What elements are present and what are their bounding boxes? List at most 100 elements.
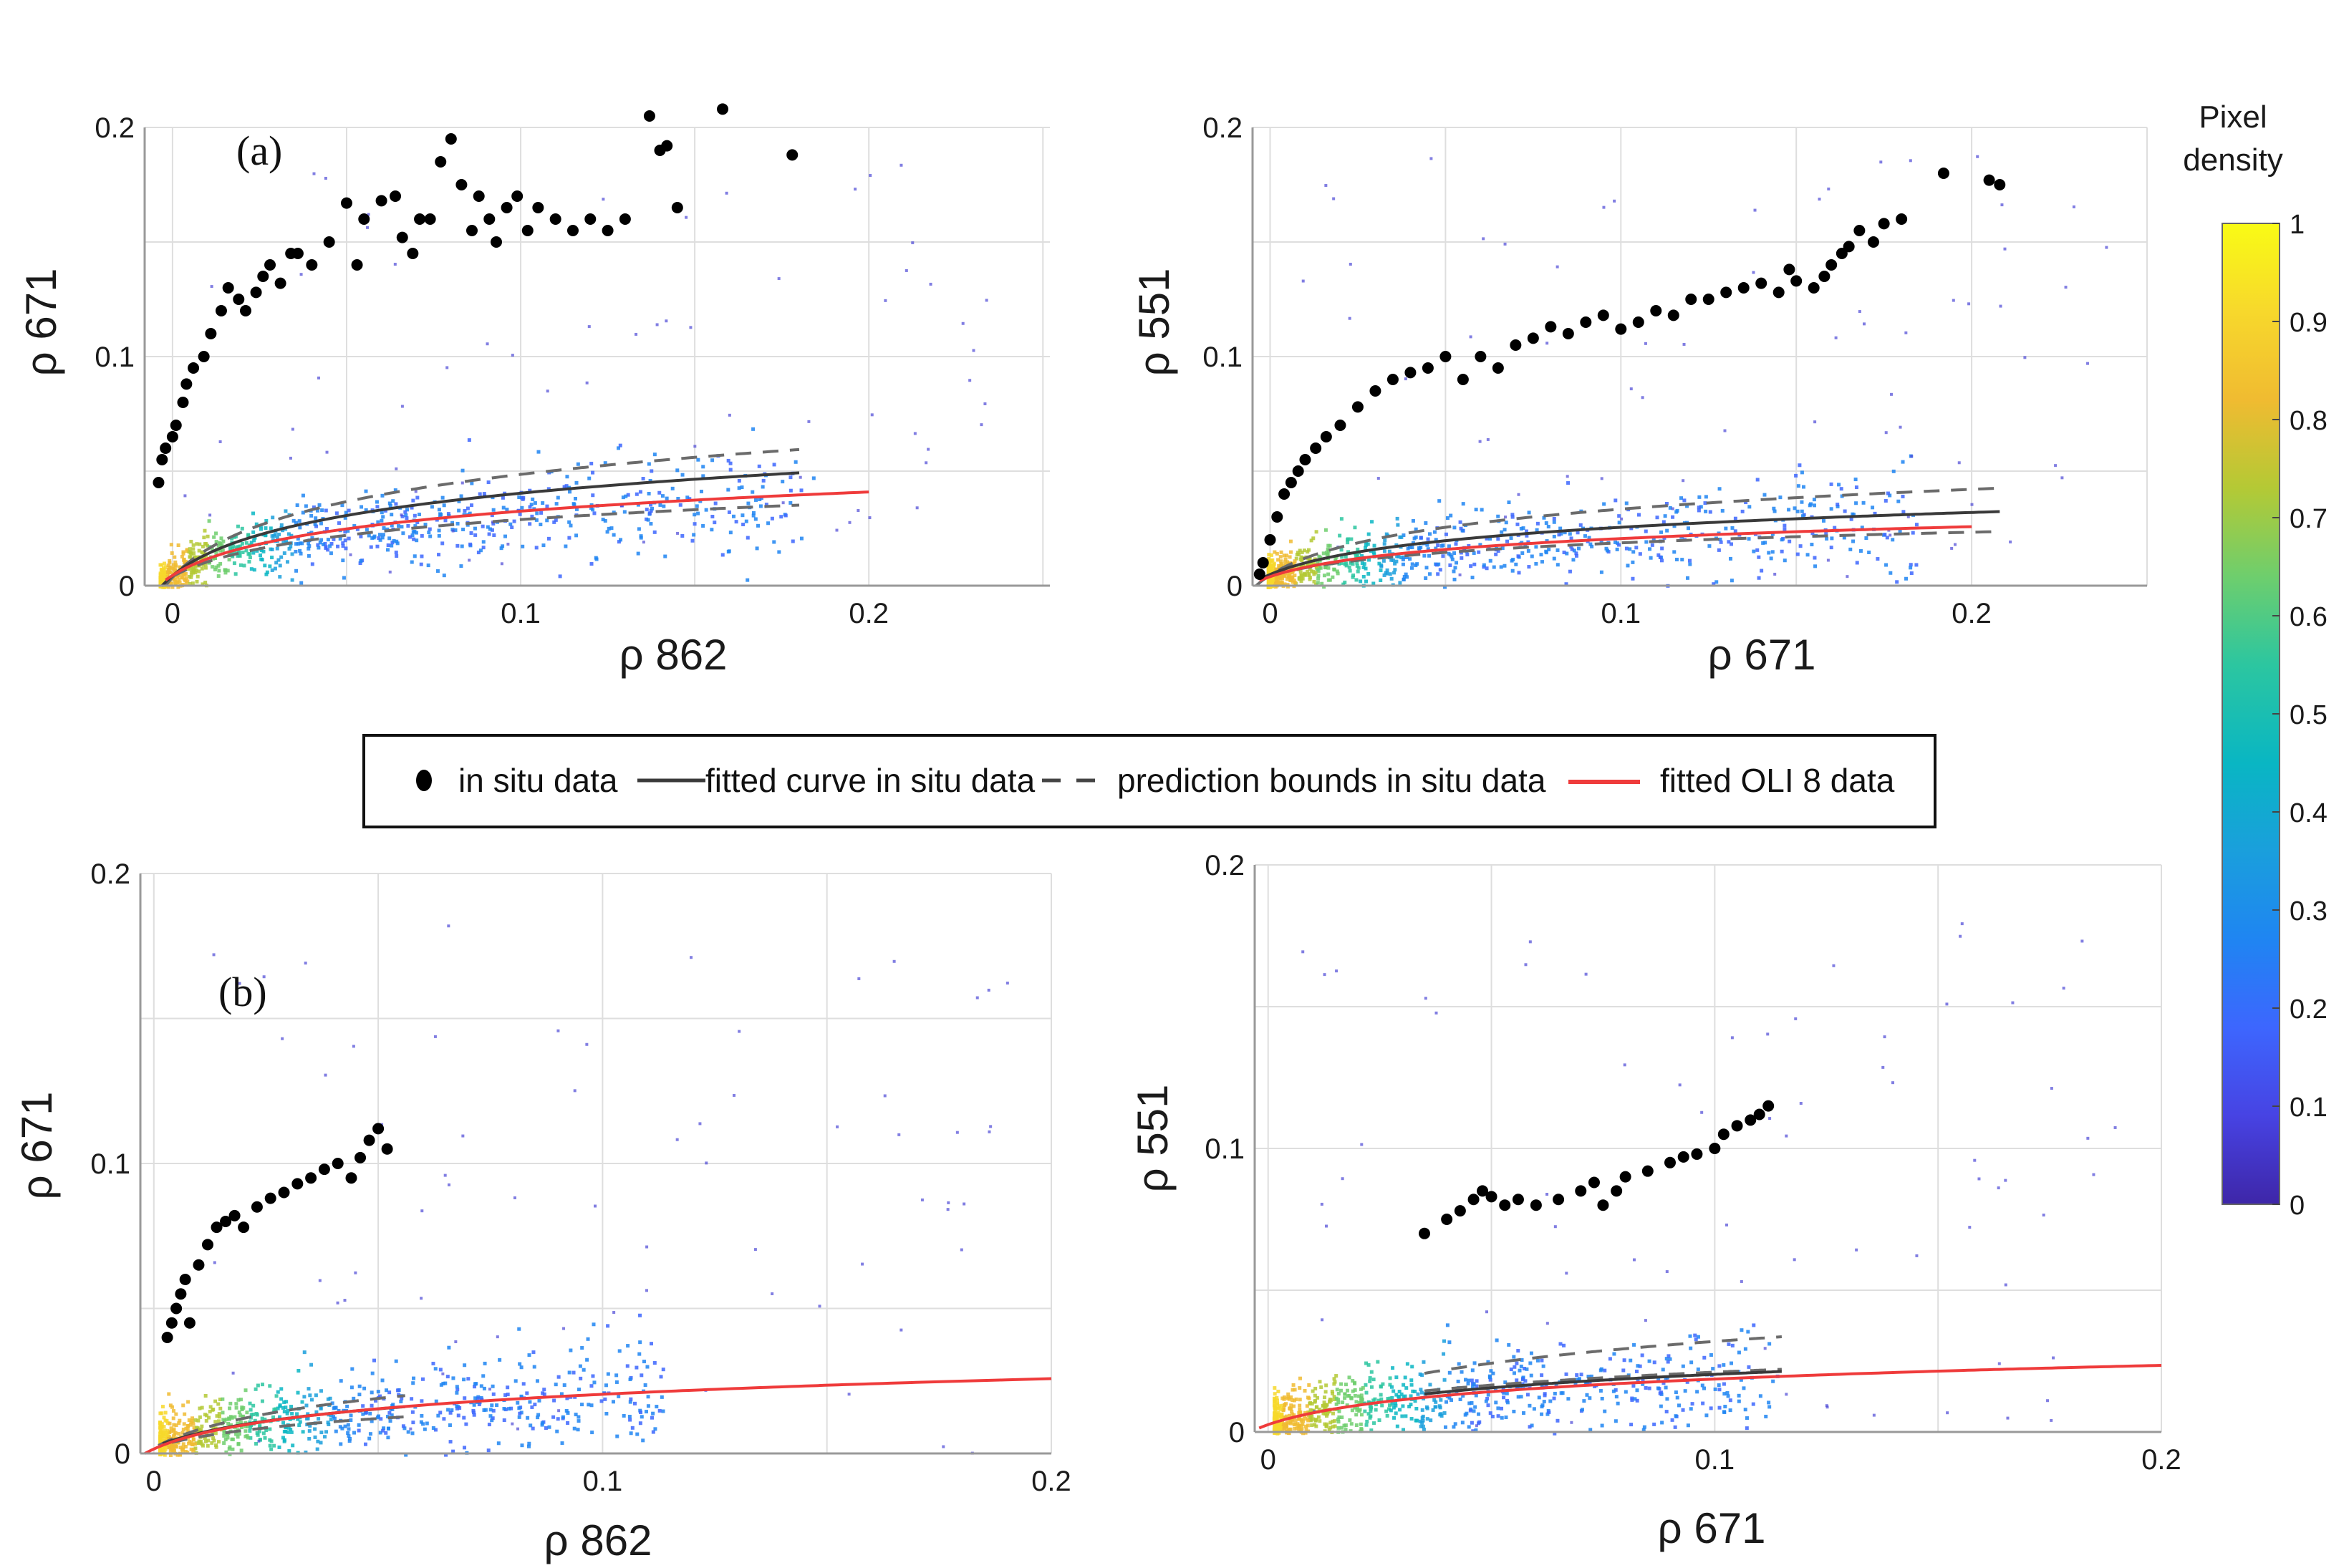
density-pixel <box>757 464 761 468</box>
density-outlier <box>929 282 932 286</box>
density-pixel <box>240 1407 244 1411</box>
density-outlier <box>1458 573 1462 576</box>
density-pixel <box>228 1415 233 1419</box>
density-pixel <box>415 531 419 535</box>
density-pixel <box>479 1384 483 1388</box>
density-pixel <box>482 1408 486 1412</box>
density-pixel <box>1364 1390 1369 1395</box>
density-outlier <box>972 349 975 352</box>
density-pixel <box>228 1406 232 1410</box>
density-pixel <box>1364 1383 1368 1387</box>
density-pixel <box>554 1383 558 1387</box>
in-situ-point <box>566 225 579 236</box>
density-pixel <box>170 1446 175 1450</box>
density-pixel <box>1306 1395 1311 1400</box>
density-outlier <box>799 475 802 479</box>
density-pixel <box>1509 1368 1513 1372</box>
density-pixel <box>1661 1381 1666 1385</box>
density-pixel <box>216 1402 221 1406</box>
density-pixel <box>604 1383 608 1388</box>
density-pixel <box>1527 565 1531 569</box>
density-outlier <box>642 541 645 544</box>
density-pixel <box>1279 561 1283 566</box>
density-outlier <box>1904 331 1908 334</box>
density-pixel <box>1718 537 1722 541</box>
density-pixel <box>1577 1377 1581 1381</box>
density-pixel <box>1288 576 1293 581</box>
density-pixel <box>536 450 541 454</box>
density-pixel <box>1867 551 1871 555</box>
density-pixel <box>476 1396 480 1400</box>
density-outlier <box>557 1409 561 1413</box>
density-pixel <box>256 1433 260 1437</box>
density-pixel <box>1299 1423 1303 1428</box>
density-pixel <box>1385 1413 1389 1418</box>
density-pixel <box>370 1419 374 1423</box>
density-pixel <box>1631 560 1635 564</box>
density-pixel <box>347 1427 351 1431</box>
density-pixel <box>386 543 390 548</box>
density-pixel <box>1891 538 1895 542</box>
density-pixel <box>621 495 625 500</box>
density-pixel <box>183 1444 188 1448</box>
density-pixel <box>1629 1358 1633 1363</box>
density-pixel <box>1644 540 1649 544</box>
density-pixel <box>1359 1393 1364 1398</box>
density-pixel <box>1354 1413 1359 1417</box>
density-pixel <box>628 1378 632 1382</box>
density-pixel <box>1770 532 1775 536</box>
density-pixel <box>421 1422 425 1426</box>
x-tick-label: 0.2 <box>1952 598 1992 629</box>
density-pixel <box>390 1413 394 1418</box>
colorbar-tick-label: 0.4 <box>2290 798 2328 828</box>
colorbar: Pixel density 00.10.20.30.40.50.60.70.80… <box>2183 100 2328 1221</box>
panel-b-right-ylabel: ρ 551 <box>1129 1085 1177 1193</box>
density-pixel <box>1624 501 1629 505</box>
density-pixel <box>1689 1407 1693 1411</box>
in-situ-point <box>1292 465 1304 477</box>
density-pixel <box>1575 1373 1579 1377</box>
density-pixel <box>171 1416 175 1421</box>
y-tick-label: 0.1 <box>95 342 135 373</box>
density-pixel <box>539 522 543 526</box>
density-pixel <box>1313 1386 1318 1390</box>
density-outlier <box>983 402 987 405</box>
density-pixel <box>701 474 705 478</box>
density-pixel <box>404 1453 408 1457</box>
density-pixel <box>287 547 291 551</box>
density-pixel <box>1321 551 1326 556</box>
density-pixel <box>1286 1392 1291 1396</box>
density-pixel <box>163 1418 168 1423</box>
density-pixel <box>1544 551 1548 555</box>
density-pixel <box>1638 1364 1642 1368</box>
density-pixel <box>1311 1389 1315 1393</box>
density-pixel <box>1457 1362 1461 1366</box>
density-pixel <box>569 523 573 528</box>
density-pixel <box>437 508 441 512</box>
density-pixel <box>1530 1423 1534 1428</box>
density-pixel <box>1308 1402 1312 1406</box>
density-pixel <box>1337 1409 1341 1413</box>
density-pixel <box>212 1438 216 1443</box>
density-pixel <box>264 533 268 538</box>
density-pixel <box>337 521 342 526</box>
density-pixel <box>1393 568 1397 572</box>
density-pixel <box>343 538 347 543</box>
density-pixel <box>297 1423 302 1427</box>
density-pixel <box>1658 555 1662 559</box>
density-outlier <box>513 1196 516 1199</box>
density-pixel <box>1297 1410 1301 1415</box>
density-pixel <box>661 1409 665 1413</box>
density-pixel <box>572 503 577 507</box>
density-pixel <box>213 1420 218 1424</box>
density-pixel <box>1341 1400 1345 1405</box>
density-pixel <box>163 1435 168 1439</box>
density-pixel <box>1344 1428 1348 1432</box>
density-pixel <box>1426 537 1430 541</box>
density-pixel <box>195 542 199 546</box>
in-situ-point <box>786 149 799 161</box>
in-situ-point <box>1755 277 1767 289</box>
density-pixel <box>649 503 653 507</box>
density-outlier <box>1323 973 1326 977</box>
density-pixel <box>1545 539 1549 543</box>
